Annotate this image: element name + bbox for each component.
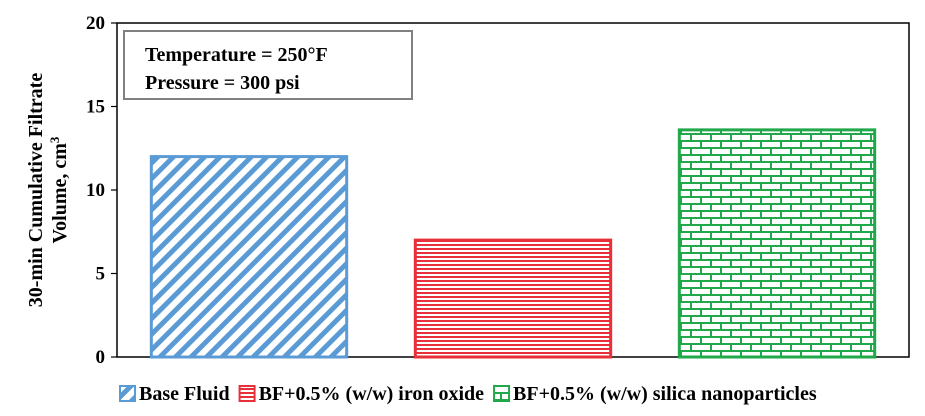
- legend-label-3: BF+0.5% (w/w) silica nanoparticles: [513, 383, 817, 405]
- annotation-temperature: Temperature = 250°F: [145, 44, 328, 66]
- bar-1: [149, 155, 349, 359]
- y-axis-label: 30-min Cumulative Filtrate: [25, 73, 47, 308]
- y-tick-label: 0: [96, 347, 106, 368]
- legend: Base Fluid BF+0.5% (w/w) iron oxide BF+0.5…: [119, 383, 817, 405]
- y-ticks: 0 5 10 15 20: [86, 13, 117, 368]
- y-axis-label-sup: 3: [47, 136, 62, 143]
- y-tick-label: 5: [96, 264, 106, 285]
- legend-swatch-2: [238, 385, 256, 402]
- legend-label-2: BF+0.5% (w/w) iron oxide: [259, 383, 485, 405]
- y-axis-label-2: Volume, cm3: [47, 136, 71, 243]
- annotation-box: Temperature = 250°F Pressure = 300 psi: [123, 30, 413, 100]
- bars: [149, 128, 877, 359]
- y-tick-label: 10: [86, 180, 105, 201]
- y-axis-label-line2: Volume, cm: [49, 143, 71, 244]
- y-axis-label-line1: 30-min Cumulative Filtrate: [25, 73, 47, 308]
- bar-3: [677, 128, 877, 359]
- bar-2: [413, 238, 613, 359]
- y-tick-label: 15: [86, 97, 105, 118]
- legend-swatch-1: [119, 385, 136, 402]
- legend-swatch-3: [493, 385, 511, 402]
- annotation-frame: [123, 30, 413, 100]
- y-tick-label: 20: [86, 13, 105, 34]
- annotation-pressure: Pressure = 300 psi: [145, 72, 300, 94]
- legend-label-1: Base Fluid: [139, 383, 230, 405]
